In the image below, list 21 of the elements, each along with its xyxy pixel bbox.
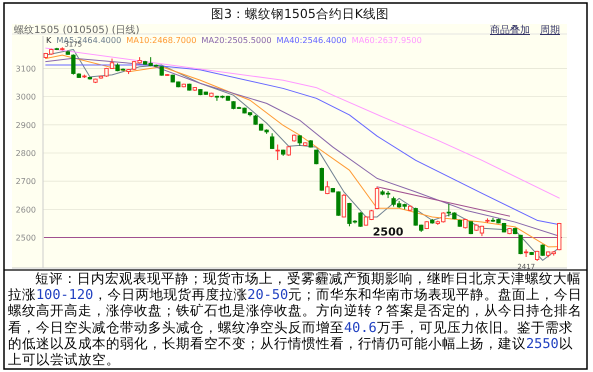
ref-line-label: 2500 [372, 226, 404, 239]
y-tick-label: 3000 [16, 92, 36, 102]
text: 短评：日内宏观表现平静；现货市场上，受雾霾减产预期影响，继昨日北京天津螺纹大幅拉涨100-120，今日两地现货再度拉涨20-50元；而华东和华南市场表现平静。盘面上，今日螺纹高开高走，涨停收盘；铁矿石也是涨停收盘。方向逆转？答案是否定的，从今日持仓排名看，今日空头减仓带动多头减仓，螺纹净空头反而增至40.6万手，可见压力依旧。鉴于需求的低迷以及成本的弱化，长期看空不变；从行情惯性看，行情仍可能小幅上扬，建议2550以上可以尝试放空。 [8, 271, 582, 368]
line-series [45, 48, 560, 199]
text: MA40:2546.4000 [276, 35, 347, 45]
text: 周期 [540, 24, 560, 36]
chart-subtitle: 螺纹1505 (010505) (日线) [14, 24, 140, 36]
text: MA20:2505.5000 [201, 35, 272, 45]
y-tick-label: 2700 [16, 177, 36, 186]
y-tick-label: 2900 [16, 120, 36, 130]
y-tick-label: 3100 [16, 64, 36, 74]
chart-title: 图3：螺纹钢1505合约日K线图 [211, 6, 389, 21]
candlestick [182, 84, 186, 88]
y-tick-label: 2500 [16, 234, 36, 243]
y-tick-label: 2600 [16, 205, 36, 214]
series-label: K [46, 35, 52, 45]
ref-line: 2500 [44, 226, 562, 239]
text: MA60:2637.9500 [352, 35, 422, 45]
text: MA10:2468.7000 [126, 35, 196, 45]
y-tick-label: 2800 [16, 148, 36, 158]
text: 商品叠加 [490, 24, 530, 36]
